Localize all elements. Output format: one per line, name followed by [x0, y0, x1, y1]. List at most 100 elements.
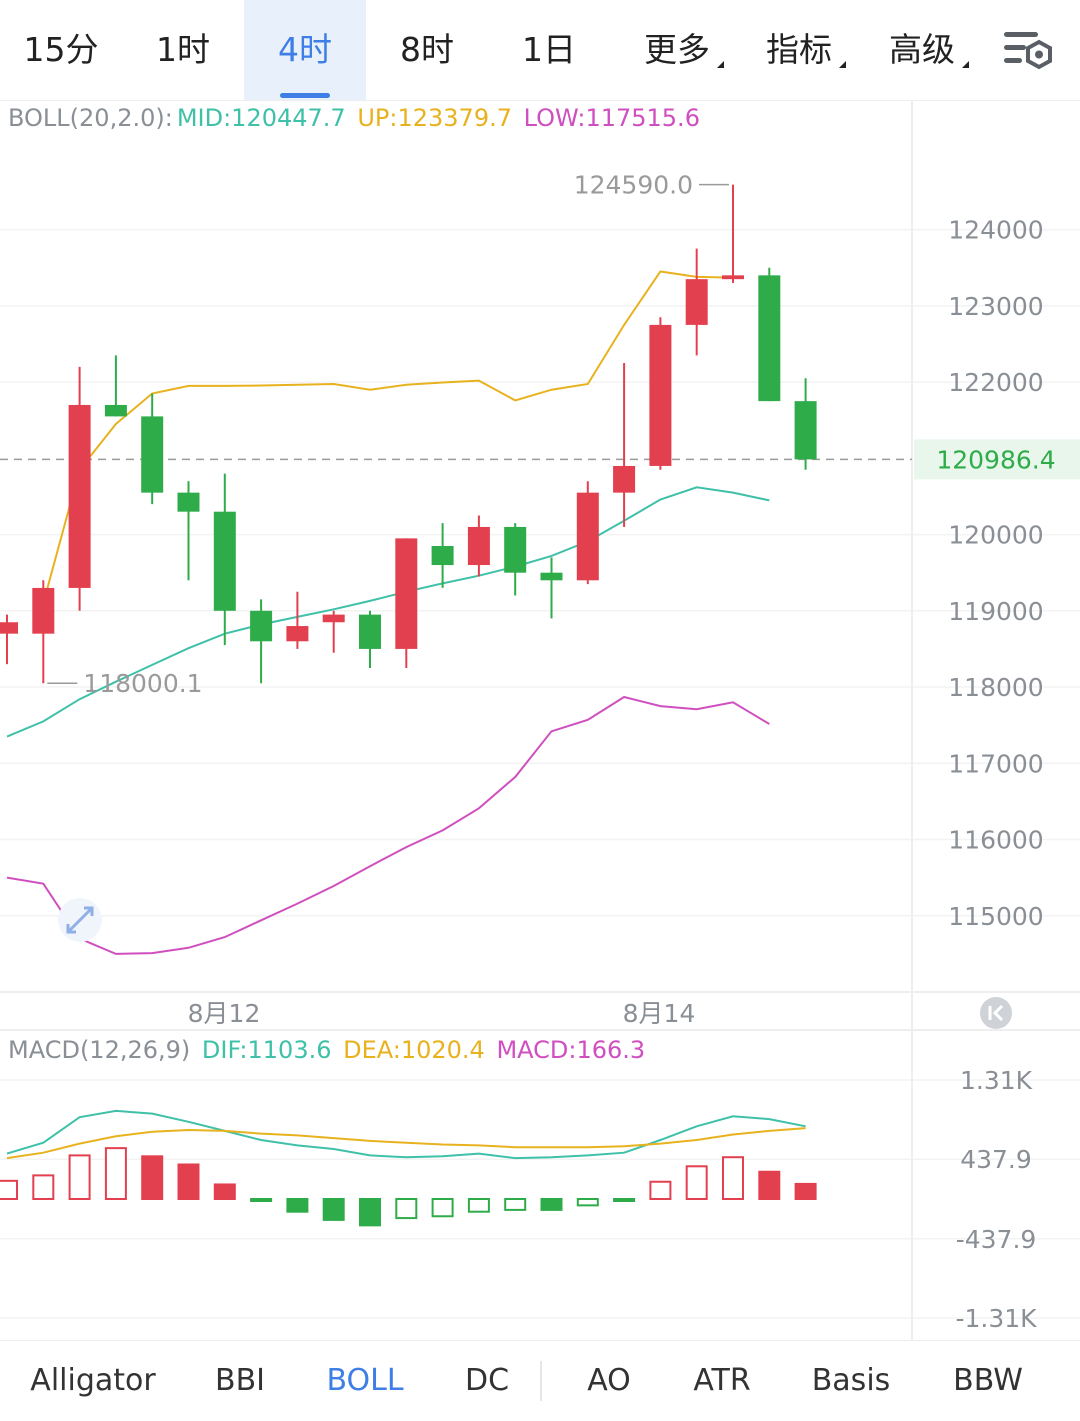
tab-label: AO [587, 1363, 631, 1398]
candle-body [177, 492, 200, 512]
tab-1h[interactable]: 1时 [122, 0, 244, 100]
tab-label: BBW [953, 1363, 1023, 1398]
candle-body [758, 275, 781, 402]
macd-legend-macd: MACD:166.3 [496, 1036, 646, 1064]
candle-body [250, 610, 273, 642]
macd-bar [758, 1170, 781, 1200]
macd-bar [576, 1198, 599, 1207]
macd-lines [6, 1109, 806, 1160]
expand-arrows-icon[interactable] [58, 898, 102, 942]
tab-indicators[interactable]: 指标 [754, 0, 846, 100]
price-axis-labels: 124000 123000 122000 120000 119000 118000 1170… [914, 216, 1080, 931]
tab-more[interactable]: 更多 [632, 0, 724, 100]
macd-legend-name: MACD(12,26,9) [8, 1036, 191, 1064]
price-chart[interactable]: 124590.0 118000.1 124000 123000 122000 12000… [0, 0, 1080, 1340]
tab-label: 1时 [156, 30, 210, 69]
tab-1d[interactable]: 1日 [488, 0, 610, 100]
candle-body [467, 526, 490, 566]
macd-bar [395, 1198, 418, 1220]
macd-tick-label: 437.9 [960, 1145, 1032, 1174]
macd-dif-line [6, 1109, 806, 1160]
candle-body [613, 465, 636, 493]
tab-4h[interactable]: 4时 [244, 0, 366, 100]
macd-legend-dif: DIF:1103.6 [201, 1036, 332, 1064]
tab-label: 高级 [889, 30, 955, 69]
current-price-tag [914, 439, 1080, 480]
tab-label: Alligator [30, 1363, 156, 1398]
macd-bar [68, 1154, 91, 1201]
candle-body [649, 324, 672, 466]
macd-bar [322, 1198, 345, 1221]
time-tick-label: 8月12 [188, 999, 261, 1028]
macd-grid [0, 1079, 1080, 1319]
boll-legend: BOLL(20,2.0): MID:120447.7 UP:123379.7 LO… [8, 104, 704, 132]
candle-body [794, 401, 817, 460]
price-tick-label: 118000 [948, 673, 1043, 702]
tab-bbi[interactable]: BBI [190, 1341, 290, 1415]
min-price-label: 118000.1 [83, 669, 202, 698]
boll-legend-low: LOW:117515.6 [523, 104, 700, 132]
price-grid [0, 228, 1080, 917]
tab-boll[interactable]: BOLL [310, 1341, 420, 1415]
candle-body [286, 626, 309, 642]
tab-basis[interactable]: Basis [796, 1341, 906, 1415]
tab-label: 指标 [766, 30, 832, 69]
active-tab-indicator [280, 93, 330, 98]
dropdown-triangle-icon [717, 61, 724, 68]
tab-15m[interactable]: 15分 [0, 0, 122, 100]
dropdown-triangle-icon [962, 61, 969, 68]
boll-legend-name: BOLL(20,2.0): [8, 104, 173, 132]
price-tick-label: 116000 [948, 826, 1043, 855]
tab-label: BOLL [326, 1363, 404, 1398]
candle-body [68, 404, 91, 588]
tab-label: 15分 [23, 30, 99, 69]
candle-body [540, 572, 563, 581]
boll-legend-mid: MID:120447.7 [176, 104, 346, 132]
macd-bar [722, 1156, 744, 1201]
candle-body [0, 622, 18, 634]
tab-bbw[interactable]: BBW [936, 1341, 1040, 1415]
tab-alligator[interactable]: Alligator [18, 1341, 168, 1415]
indicator-tabs: Alligator BBI BOLL DC AO ATR Basis BBW [0, 1340, 1080, 1415]
tab-ao[interactable]: AO [562, 1341, 656, 1415]
price-tick-label: 124000 [948, 216, 1043, 245]
macd-tick-label: 1.31K [960, 1066, 1033, 1095]
macd-bar [141, 1155, 164, 1200]
tab-label: 4时 [278, 30, 332, 69]
price-tick-label: 119000 [948, 597, 1043, 626]
macd-bar [467, 1198, 490, 1213]
jump-to-latest-icon[interactable] [980, 997, 1012, 1029]
candle-body [722, 275, 744, 280]
tab-label: Basis [811, 1363, 891, 1398]
candle-body [213, 511, 236, 611]
tab-8h[interactable]: 8时 [366, 0, 488, 100]
macd-bar [213, 1183, 236, 1201]
macd-bar [794, 1182, 817, 1200]
tab-advanced[interactable]: 高级 [877, 0, 969, 100]
candle-body [32, 587, 55, 634]
price-tick-label: 123000 [948, 292, 1043, 321]
timeframe-tabs: 15分 1时 4时 8时 1日 更多 指标 高级 [0, 0, 1080, 101]
macd-bar [104, 1147, 127, 1200]
dropdown-triangle-icon [839, 61, 846, 68]
macd-bar [250, 1198, 273, 1202]
boll-upper-line [42, 270, 734, 604]
macd-bar [540, 1198, 563, 1211]
macd-bar [613, 1198, 636, 1202]
macd-tick-label: -1.31K [955, 1304, 1037, 1333]
candle-body [395, 538, 418, 649]
time-tick-label: 8月14 [623, 999, 696, 1028]
boll-lines [0, 270, 912, 955]
tab-label: ATR [693, 1363, 751, 1398]
price-tick-label: 122000 [948, 368, 1043, 397]
tab-atr[interactable]: ATR [672, 1341, 772, 1415]
macd-bar [0, 1179, 18, 1200]
max-price-label: 124590.0 [574, 171, 693, 200]
chart-settings-icon[interactable] [1000, 28, 1056, 74]
tab-dc[interactable]: DC [440, 1341, 534, 1415]
macd-dea-line [6, 1127, 806, 1160]
macd-bar [32, 1174, 55, 1201]
macd-bar [685, 1165, 708, 1201]
macd-legend-dea: DEA:1020.4 [343, 1036, 485, 1064]
candle-body [141, 416, 164, 493]
